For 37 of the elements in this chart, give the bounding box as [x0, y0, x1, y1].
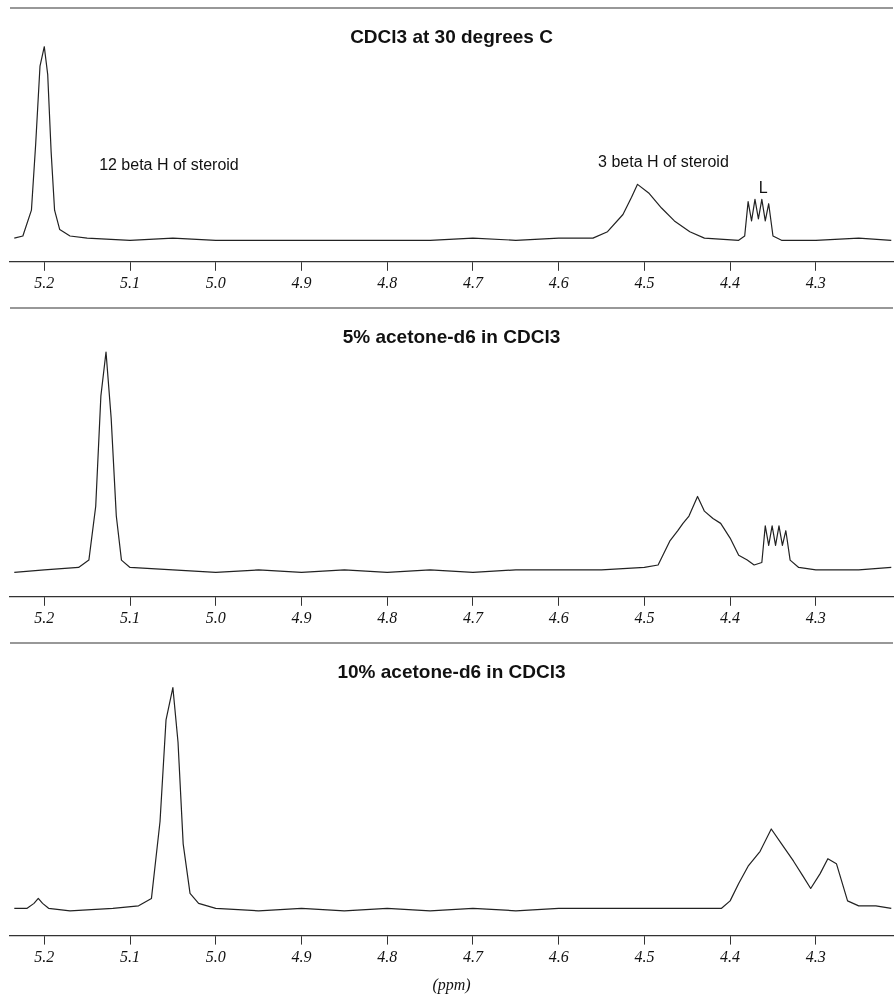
x-tick-label: 4.3 — [805, 274, 826, 291]
x-tick-label: 5.1 — [120, 609, 141, 626]
x-tick-label: 5.2 — [34, 947, 55, 965]
chart-title: 5% acetone-d6 in CDCl3 — [342, 326, 561, 348]
annotation: 12 beta H of steroid — [99, 155, 239, 173]
x-axis-title: (ppm) — [432, 975, 471, 994]
x-tick-label: 4.4 — [720, 274, 741, 291]
x-tick-label: 4.6 — [548, 274, 569, 291]
x-tick-label: 4.6 — [548, 947, 569, 965]
x-tick-label: 5.2 — [34, 274, 55, 291]
x-tick-label: 4.5 — [634, 947, 655, 965]
x-tick-label: 4.8 — [377, 947, 398, 965]
x-tick-label: 4.9 — [291, 274, 312, 291]
x-tick-label: 4.9 — [291, 609, 312, 626]
x-tick-label: 4.4 — [720, 947, 741, 965]
x-tick-label: 4.5 — [634, 274, 655, 291]
x-tick-label: 5.1 — [120, 274, 141, 291]
x-tick-label: 4.7 — [462, 947, 484, 965]
x-tick-label: 4.8 — [377, 274, 398, 291]
x-tick-label: 4.6 — [548, 609, 569, 626]
x-tick-label: 4.7 — [462, 274, 484, 291]
x-tick-label: 5.2 — [34, 609, 55, 626]
annotation: 3 beta H of steroid — [598, 153, 729, 171]
chart-title: CDCl3 at 30 degrees C — [350, 26, 554, 48]
x-tick-label: 4.9 — [291, 947, 312, 965]
x-tick-label: 4.7 — [462, 609, 484, 626]
x-tick-label: 4.3 — [805, 609, 826, 626]
x-tick-label: 4.4 — [720, 609, 741, 626]
annotation: L — [758, 178, 768, 196]
chart-title: 10% acetone-d6 in CDCl3 — [337, 661, 566, 683]
x-tick-label: 4.8 — [377, 609, 398, 626]
x-tick-label: 5.1 — [120, 947, 141, 965]
x-tick-label: 4.5 — [634, 609, 655, 626]
x-tick-label: 5.0 — [205, 274, 226, 291]
x-tick-label: 5.0 — [205, 947, 226, 965]
x-tick-label: 4.3 — [805, 947, 826, 965]
x-tick-label: 5.0 — [205, 609, 226, 626]
